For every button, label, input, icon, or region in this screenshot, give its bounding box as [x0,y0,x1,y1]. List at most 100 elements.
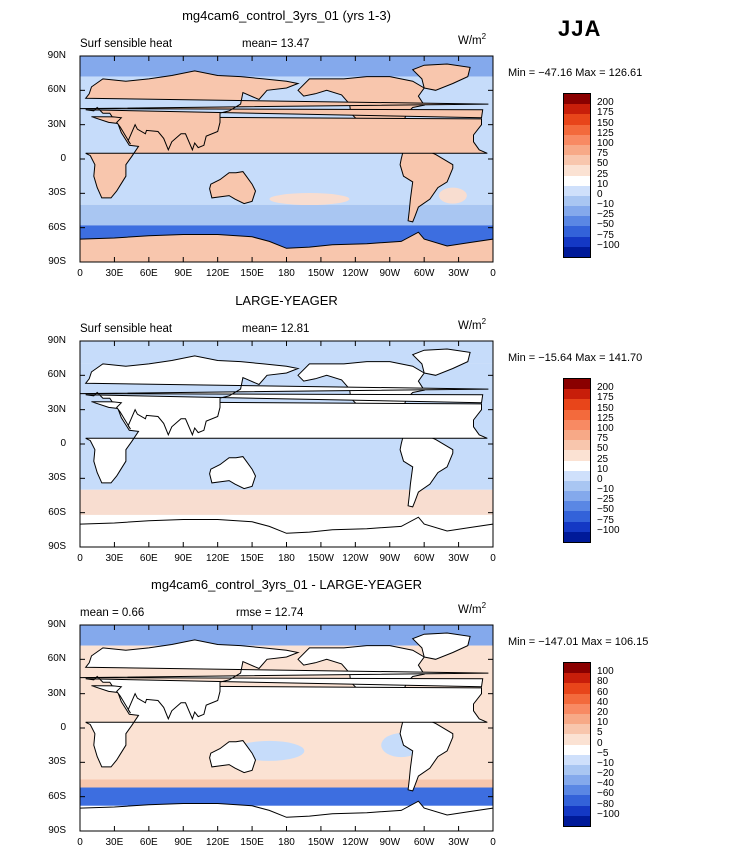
colorbar-swatch [564,195,590,207]
colorbar-swatch [564,236,590,247]
colorbar-swatch [564,470,590,481]
colorbar-swatch [564,429,590,441]
y-tick-label: 0 [60,153,66,164]
x-tick-label: 150W [307,837,334,848]
colorbar [563,662,591,827]
colorbar-label: 10 [597,717,609,729]
x-tick-label: 30W [448,268,469,279]
colorbar-label: 125 [597,412,614,424]
colorbar-swatch [564,805,590,816]
colorbar [563,93,591,258]
colorbar-swatch [564,663,590,674]
colorbar-swatch [564,785,590,796]
panel-title: LARGE-YEAGER [235,293,338,308]
x-tick-label: 150W [307,268,334,279]
colorbar-label: 50 [597,443,609,455]
x-tick-label: 150E [240,837,264,848]
colorbar-label: 75 [597,433,609,445]
x-tick-label: 60E [139,837,158,848]
x-tick-label: 30W [448,553,469,564]
colorbar-swatch [564,734,590,745]
x-tick-label: 120W [342,837,369,848]
panel-units: W/m2 [458,317,487,332]
colorbar-label: −100 [597,524,620,536]
y-tick-label: 30S [48,187,66,199]
season-label: JJA [558,16,602,41]
colorbar-swatch [564,185,590,196]
x-tick-label: 60W [413,553,435,564]
colorbar-swatch [564,409,590,420]
colorbar-label: −40 [597,778,614,790]
colorbar-swatch [564,724,590,735]
colorbar-label: −25 [597,209,614,221]
panel-left-label: Surf sensible heat [80,323,173,335]
colorbar-swatch [564,134,590,145]
x-tick-label: 30E [105,268,124,279]
y-tick-label: 60N [47,84,66,96]
colorbar-swatch [564,521,590,532]
colorbar-swatch [564,754,590,765]
continent-outline [79,800,494,832]
colorbar-swatch [564,246,590,257]
panel-units: W/m2 [458,601,487,616]
panel-mean-label: mean= 12.81 [242,323,310,335]
field-band [80,204,493,226]
continent-outline [79,70,489,152]
colorbar-label: −50 [597,219,614,231]
colorbar-swatch [564,379,590,390]
colorbar-swatch [564,460,590,471]
colorbar-label: 25 [597,168,609,180]
colorbar-label: 80 [597,676,609,688]
panel-title: mg4cam6_control_3yrs_01 - LARGE-YEAGER [151,577,422,592]
colorbar-label: −10 [597,199,614,211]
x-tick-label: 120E [205,837,230,848]
colorbar-swatch [564,389,590,400]
y-tick-label: 60S [48,790,66,802]
x-tick-label: 90W [379,553,401,564]
continent-outline [209,456,257,490]
colorbar-label: −100 [597,808,620,820]
colorbar-swatch [564,713,590,725]
colorbar-label: 100 [597,137,614,149]
colorbar-label: −75 [597,229,614,241]
colorbar-label: −100 [597,239,620,251]
colorbar-label: −10 [597,757,614,769]
colorbar-swatch [564,744,590,755]
colorbar-label: −80 [597,798,614,810]
colorbar-label: 0 [597,737,603,749]
colorbar-label: 200 [597,382,614,394]
min-max-label: Min = −47.16 Max = 126.61 [508,67,643,79]
colorbar-swatch [564,175,590,186]
x-tick-label: 120W [342,553,369,564]
field-band [80,489,493,515]
colorbar-swatch [564,480,590,492]
colorbar-swatch [564,114,590,125]
colorbar-swatch [564,206,590,217]
colorbar-swatch [564,693,590,704]
continent-outline [79,231,494,263]
field-band [80,779,493,788]
colorbar-swatch [564,795,590,806]
y-tick-label: 90N [47,619,66,630]
min-max-label: Min = −15.64 Max = 141.70 [508,352,643,364]
continent-outline [85,685,488,768]
panel-left-label: mean = 0.66 [80,607,145,619]
x-tick-label: 150E [240,268,264,279]
field-band [80,787,493,806]
colorbar-label: 40 [597,696,609,708]
colorbar-swatch [564,94,590,105]
continent-outline [85,116,488,199]
continent-outline [79,639,489,721]
y-tick-label: 30N [47,687,66,699]
x-tick-label: 90W [379,268,401,279]
colorbar-swatch [564,491,590,502]
y-tick-label: 90N [47,335,66,346]
colorbar-swatch [564,226,590,237]
colorbar-swatch [564,775,590,786]
colorbar-label: 100 [597,666,614,678]
x-tick-label: 90E [174,553,193,564]
y-tick-label: 30S [48,472,66,484]
field-band [80,625,493,646]
min-max-label: Min = −147.01 Max = 106.15 [508,636,649,648]
x-tick-label: 180 [278,268,295,279]
